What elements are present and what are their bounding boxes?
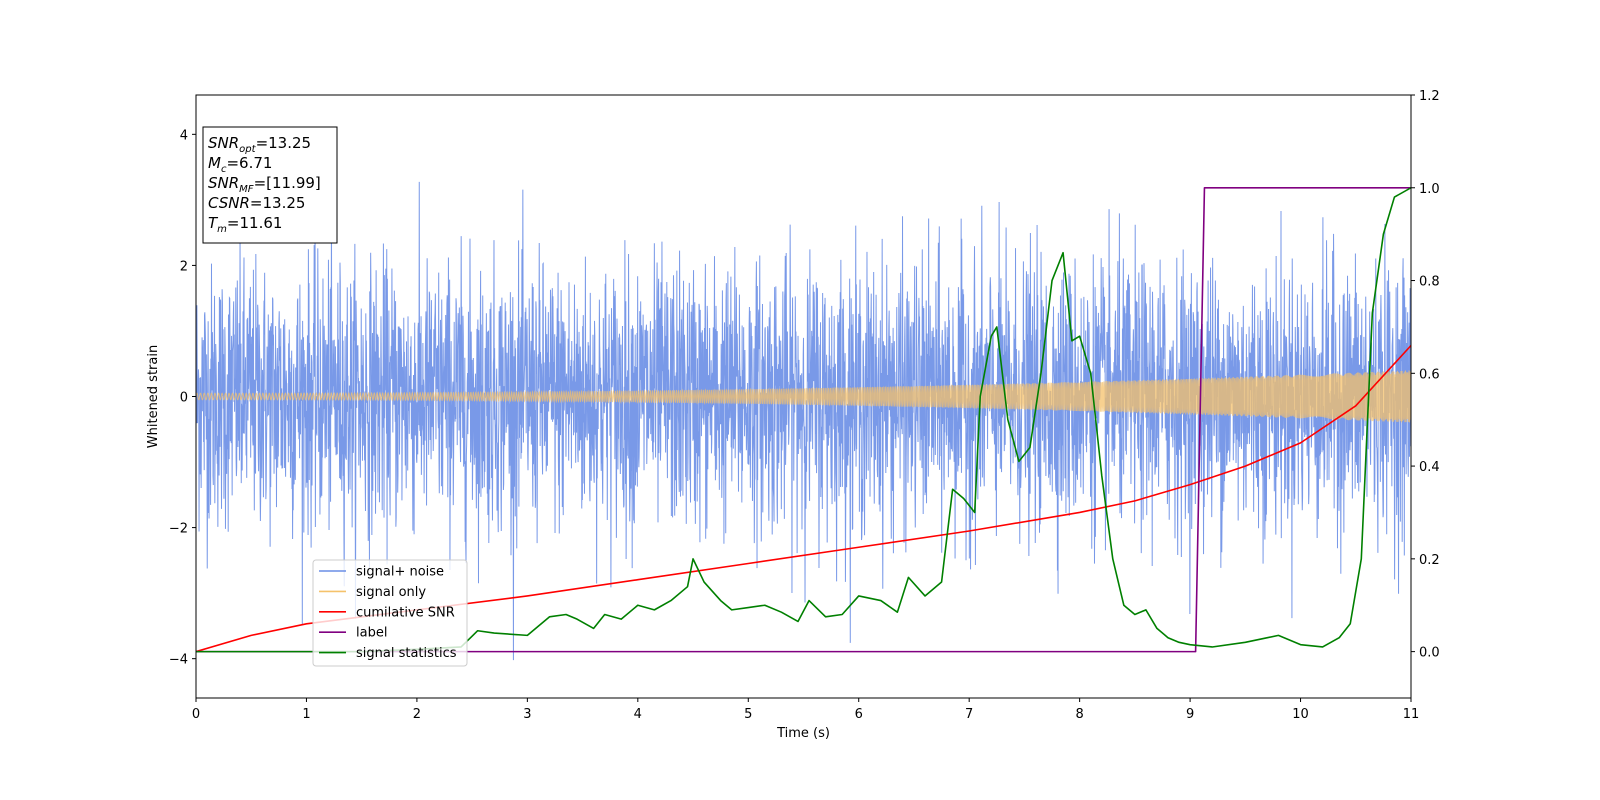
legend-entry: cumilative SNR xyxy=(319,605,455,620)
x-tick-label: 6 xyxy=(855,707,863,722)
y-axis-left: −4 −2 0 2 4 xyxy=(169,128,196,668)
info-line-symbol: T xyxy=(208,214,219,232)
y-axis-label: Whitened strain xyxy=(146,345,161,448)
legend-entry: signal statistics xyxy=(319,646,457,661)
info-line: Mc=6.71 xyxy=(208,154,272,175)
y-right-tick-label: 1.0 xyxy=(1419,182,1440,197)
y-right-tick-label: 0.6 xyxy=(1419,367,1440,382)
legend-entry: label xyxy=(319,626,387,641)
legend-label: cumilative SNR xyxy=(356,605,455,620)
info-line: CSNR=13.25 xyxy=(208,194,305,212)
info-line-value: =6.71 xyxy=(226,154,272,172)
y-left-tick-label: 2 xyxy=(180,259,188,274)
info-box: SNRopt=13.25Mc=6.71SNRMF=[11.99]CSNR=13.… xyxy=(202,126,338,244)
x-tick-label: 11 xyxy=(1403,707,1420,722)
label-line xyxy=(196,186,1411,653)
x-axis: 0 1 2 3 4 5 6 7 8 9 10 11 xyxy=(192,698,1419,722)
info-line-value: =11.61 xyxy=(227,214,283,232)
x-tick-label: 9 xyxy=(1186,707,1194,722)
y-right-tick-label: 0.4 xyxy=(1419,460,1440,475)
legend-label: label xyxy=(356,626,387,641)
x-tick-label: 4 xyxy=(634,707,642,722)
info-box-frame xyxy=(202,126,338,244)
info-line: SNRMF=[11.99] xyxy=(208,174,321,195)
legend-entry: signal only xyxy=(319,585,426,600)
legend-label: signal statistics xyxy=(356,646,457,661)
x-tick-label: 0 xyxy=(192,707,200,722)
x-tick-label: 1 xyxy=(302,707,310,722)
info-line: SNRopt=13.25 xyxy=(208,134,311,155)
x-tick-label: 7 xyxy=(965,707,973,722)
signal-statistics-line xyxy=(196,187,1411,653)
info-line-value: =13.25 xyxy=(250,194,306,212)
signal-only-trace xyxy=(196,370,1411,423)
legend-frame xyxy=(312,559,468,667)
x-axis-label: Time (s) xyxy=(776,726,830,741)
y-right-tick-label: 0.0 xyxy=(1419,646,1440,661)
info-line-subscript: m xyxy=(217,224,227,235)
info-line-symbol: SNR xyxy=(208,174,239,192)
legend-label: signal+ noise xyxy=(356,565,444,580)
y-axis-right: 0.0 0.2 0.4 0.6 0.8 1.0 1.2 xyxy=(1411,89,1440,661)
x-tick-label: 10 xyxy=(1292,707,1309,722)
y-right-tick-label: 0.2 xyxy=(1419,553,1440,568)
y-right-tick-label: 0.8 xyxy=(1419,275,1440,290)
legend-label: signal only xyxy=(356,585,426,600)
info-line-subscript: c xyxy=(221,164,227,175)
x-tick-label: 3 xyxy=(523,707,531,722)
info-line-value: =[11.99] xyxy=(254,174,321,192)
info-line-symbol: SNR xyxy=(208,134,239,152)
x-tick-label: 2 xyxy=(413,707,421,722)
legend: signal+ noise signal only cumilative SNR la… xyxy=(312,559,468,667)
info-line-subscript: opt xyxy=(239,144,256,155)
info-line-value: =13.25 xyxy=(256,134,312,152)
signal-only-line xyxy=(196,370,1411,423)
y-left-tick-label: −2 xyxy=(169,522,188,537)
x-tick-label: 5 xyxy=(744,707,752,722)
legend-entry: signal+ noise xyxy=(319,565,444,580)
info-line-symbol: CSNR xyxy=(208,194,250,212)
y-left-tick-label: 0 xyxy=(180,391,188,406)
y-left-tick-label: −4 xyxy=(169,653,188,668)
x-tick-label: 8 xyxy=(1075,707,1083,722)
y-left-tick-label: 4 xyxy=(180,128,188,143)
info-line-subscript: MF xyxy=(239,184,254,195)
info-line: Tm=11.61 xyxy=(208,214,282,235)
y-right-tick-label: 1.2 xyxy=(1419,89,1440,104)
info-line-symbol: M xyxy=(208,154,221,172)
